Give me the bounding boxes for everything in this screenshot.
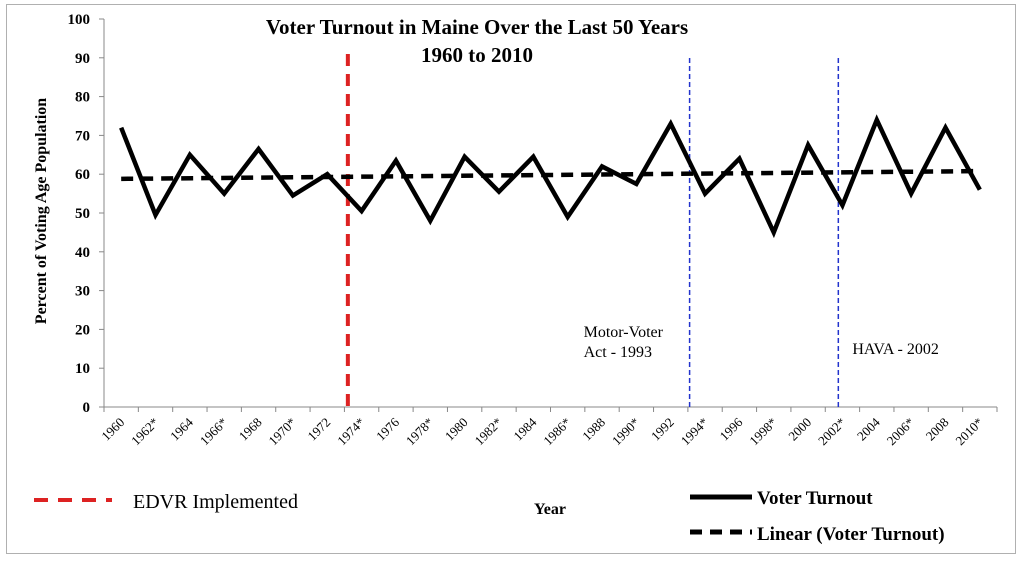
series-line-voter-turnout (119, 114, 982, 239)
x-tick-label: 1970* (265, 415, 299, 449)
y-axis-label: Percent of Voting Age Population (33, 98, 50, 324)
y-tick-label: 30 (75, 284, 90, 300)
x-axis-label: Year (534, 501, 566, 518)
x-tick-label: 1980 (442, 415, 471, 444)
x-tick-label: 1964 (167, 414, 196, 443)
x-tick-label: 1982* (472, 415, 506, 449)
legend-edvr: EDVR Implemented (34, 491, 298, 513)
x-tick-label: 2010* (952, 415, 986, 449)
series-line-linear-trend (121, 168, 980, 182)
y-tick-label: 0 (83, 400, 91, 416)
reference-line-annotation: Act - 1993 (584, 344, 652, 361)
legend-edvr-label: EDVR Implemented (133, 491, 298, 513)
x-tick-label: 1974* (334, 415, 368, 449)
x-tick-label: 1988 (579, 415, 608, 444)
x-tick-label: 2002* (815, 415, 849, 449)
y-tick-label: 10 (75, 361, 90, 377)
x-tick-label: 1986* (540, 415, 574, 449)
y-tick-label: 100 (68, 12, 91, 28)
y-tick-label: 90 (75, 51, 90, 67)
x-tick-label: 1992 (648, 415, 677, 444)
reference-lines (345, 54, 840, 407)
y-tick-labels: 0 10 20 30 40 50 60 70 80 90 100 (68, 12, 91, 416)
chart-subtitle: 1960 to 2010 (421, 43, 533, 67)
legend: Voter Turnout Linear (Voter Turnout) (690, 488, 945, 545)
y-tick-label: 60 (75, 167, 90, 183)
x-tick-label: 1996 (717, 414, 746, 443)
reference-line-annotation: Motor-Voter (584, 324, 664, 341)
y-tick-label: 40 (75, 245, 90, 261)
x-tick-label: 1972 (304, 415, 333, 444)
chart-title: Voter Turnout in Maine Over the Last 50 … (266, 15, 688, 39)
x-tick-label: 2004 (854, 414, 883, 443)
x-tick-label: 1962* (128, 415, 162, 449)
x-tick-label: 2006* (884, 415, 918, 449)
legend-label-linear: Linear (Voter Turnout) (757, 524, 945, 545)
x-tick-label: 1994* (678, 415, 712, 449)
x-tick-label: 1984 (510, 414, 539, 443)
y-tick-label: 80 (75, 90, 90, 106)
x-tick-label: 1978* (403, 415, 437, 449)
x-tick-label: 1976 (373, 414, 402, 443)
legend-label-voter-turnout: Voter Turnout (757, 488, 873, 509)
reference-line-annotation: HAVA - 2002 (852, 341, 939, 358)
x-tick-label: 1960 (98, 415, 127, 444)
x-tick-label: 1968 (236, 415, 265, 444)
y-tick-label: 20 (75, 322, 90, 338)
x-tick-label: 1998* (746, 415, 780, 449)
y-tick-label: 50 (75, 206, 90, 222)
y-tick-label: 70 (75, 128, 90, 144)
x-tick-label: 2008 (923, 415, 952, 444)
x-tick-labels: 1960 1962* 1964 1966* 1968 1970* 1972 1974* 1976… (98, 414, 986, 448)
x-tick-label: 1990* (609, 415, 643, 449)
series-lines (119, 114, 982, 239)
x-tick-label: 1966* (197, 415, 231, 449)
axes (99, 18, 998, 412)
chart-frame (6, 4, 1016, 554)
x-tick-label: 2000 (785, 415, 814, 444)
annotations: Motor-Voter Act - 1993 HAVA - 2002 (584, 324, 939, 361)
